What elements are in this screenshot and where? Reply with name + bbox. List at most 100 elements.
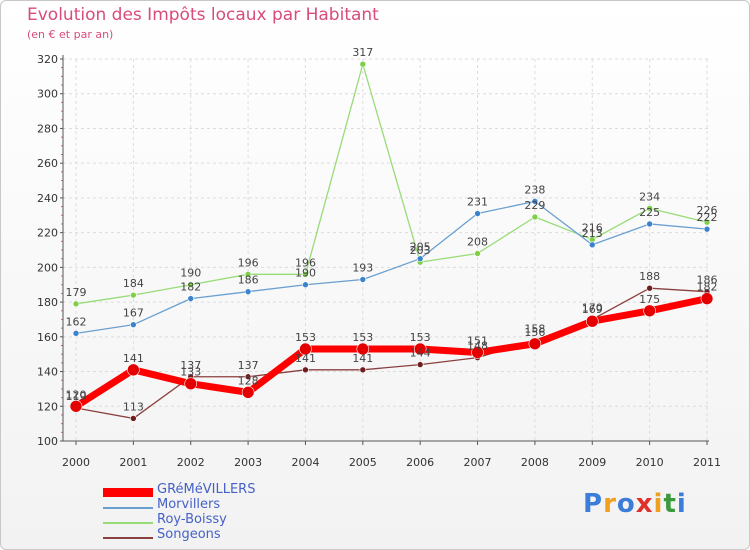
y-tick-label: 280 [37, 122, 58, 135]
data-point [703, 225, 711, 233]
data-point [700, 292, 714, 305]
data-point [244, 373, 252, 381]
y-tick-label: 100 [37, 435, 58, 448]
data-label: 182 [697, 281, 718, 294]
data-point [474, 210, 481, 217]
data-label: 137 [180, 359, 201, 372]
logo-letter: P [583, 489, 604, 519]
data-label: 120 [66, 388, 87, 401]
data-label: 162 [66, 315, 87, 328]
data-label: 144 [410, 347, 431, 360]
data-label: 238 [524, 183, 545, 196]
series-songeons [72, 284, 711, 422]
data-label: 229 [524, 199, 545, 212]
data-label: 188 [639, 270, 660, 283]
data-label: 193 [352, 262, 373, 275]
data-label: 119 [66, 390, 87, 403]
data-label: 153 [295, 331, 316, 344]
data-point [471, 346, 484, 359]
data-point [130, 321, 137, 328]
data-label: 182 [180, 281, 201, 294]
data-point [356, 342, 370, 356]
data-point [646, 205, 653, 212]
data-point [528, 337, 542, 351]
y-tick-label: 120 [37, 400, 58, 413]
y-tick-label: 180 [37, 296, 58, 309]
data-label: 128 [238, 374, 259, 387]
data-label: 186 [238, 274, 259, 287]
data-point [302, 271, 309, 278]
data-label: 158 [524, 322, 545, 335]
data-label: 175 [639, 293, 660, 306]
data-point [302, 281, 309, 289]
data-point [130, 291, 137, 299]
data-label: 208 [467, 235, 488, 248]
data-point [184, 377, 198, 391]
data-point [531, 198, 539, 205]
legend-swatch [103, 488, 153, 497]
data-point [302, 366, 309, 374]
x-tick-label: 2006 [406, 456, 434, 469]
data-point [130, 415, 137, 422]
data-point [72, 330, 80, 337]
x-tick-label: 2010 [636, 456, 664, 469]
data-point [646, 220, 653, 228]
data-label: 137 [238, 359, 259, 372]
data-label: 148 [467, 340, 488, 353]
data-label: 196 [295, 256, 316, 269]
data-point [241, 386, 255, 399]
y-tick-label: 300 [37, 88, 58, 101]
data-label: 167 [123, 307, 144, 320]
y-tick-label: 260 [37, 157, 58, 170]
data-label: 170 [582, 301, 603, 314]
x-tick-label: 2008 [521, 456, 549, 469]
data-label: 141 [352, 352, 373, 365]
data-point [69, 399, 83, 413]
legend-label: Songeons [157, 527, 221, 542]
logo-letter: i [676, 489, 687, 519]
legend-swatch [103, 507, 153, 509]
data-label: 190 [180, 267, 201, 280]
y-tick-label: 220 [37, 227, 58, 240]
data-point [187, 281, 195, 289]
data-label: 186 [697, 274, 718, 287]
data-label: 234 [639, 190, 660, 203]
y-tick-label: 320 [37, 53, 58, 66]
chart-title: Evolution des Impôts locaux par Habitant [27, 5, 379, 25]
data-label: 317 [352, 46, 373, 59]
data-point [413, 342, 427, 356]
data-label: 179 [66, 286, 87, 299]
data-label: 156 [524, 326, 545, 339]
data-point [127, 363, 140, 377]
x-tick-label: 2003 [234, 456, 262, 469]
x-tick-label: 2011 [693, 456, 721, 469]
data-label: 153 [410, 331, 431, 344]
legend-label: GRéMéVILLERS [157, 482, 256, 497]
data-label: 203 [410, 244, 431, 257]
logo-letter: r [603, 489, 617, 519]
x-tick-label: 2009 [578, 456, 606, 469]
data-point [643, 304, 656, 318]
data-label: 184 [123, 277, 144, 290]
y-tick-label: 240 [37, 192, 58, 205]
logo-letter: i [653, 489, 664, 519]
x-tick-label: 2005 [349, 456, 377, 469]
data-label: 133 [180, 366, 201, 379]
data-point [359, 366, 367, 374]
data-point [359, 60, 367, 68]
data-point [703, 218, 711, 226]
logo-letter: o [616, 489, 636, 519]
legend-swatch [103, 522, 153, 524]
data-label: 151 [467, 334, 488, 347]
data-label: 225 [639, 206, 660, 219]
data-point [359, 276, 367, 283]
grid [63, 58, 709, 442]
y-tick-label: 160 [37, 331, 58, 344]
legend-label: Roy-Boissy [157, 512, 227, 527]
data-label: 141 [123, 352, 144, 365]
data-label: 205 [410, 241, 431, 254]
axes: 100 120 140 160 180 200 220 240 260 280 300 320 2000… [37, 53, 721, 469]
data-label: 190 [295, 267, 316, 280]
